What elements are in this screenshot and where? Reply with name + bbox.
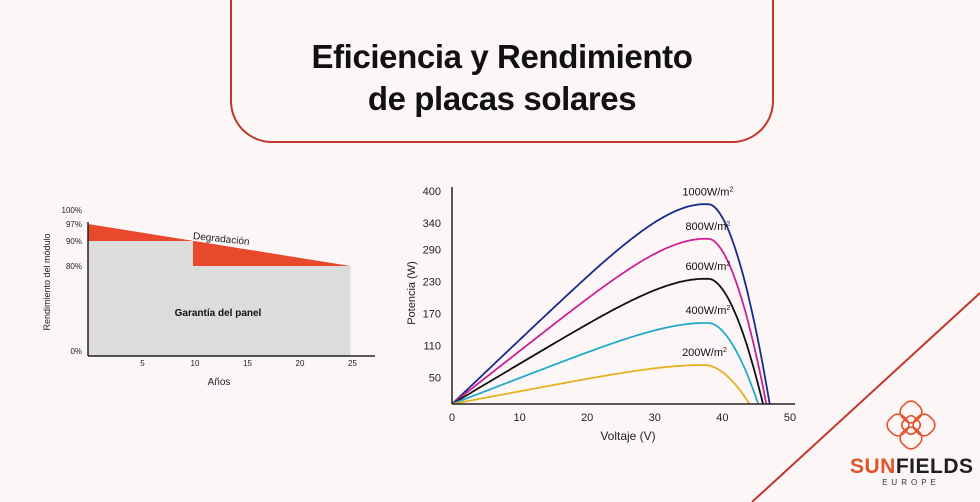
page-title-line-2: de placas solares xyxy=(367,80,637,117)
title-box: Eficiencia y Rendimiento de placas solar… xyxy=(230,0,774,143)
degradation-y-tick: 0% xyxy=(70,347,82,356)
degradation-y-tick: 80% xyxy=(66,262,82,271)
degradation-x-tick: 15 xyxy=(243,359,252,368)
pv-series-label: 600W/m2 xyxy=(685,261,730,273)
pv-y-tick: 400 xyxy=(423,186,441,198)
pv-y-tick: 50 xyxy=(429,372,441,384)
pv-curves xyxy=(451,203,771,405)
degradation-x-tick: 25 xyxy=(348,359,357,368)
degradation-area xyxy=(88,224,351,266)
pv-curve xyxy=(451,277,764,405)
pv-y-tick: 230 xyxy=(423,277,441,289)
pv-series-label: 200W/m2 xyxy=(682,347,727,359)
pv-x-axis-label: Voltaje (V) xyxy=(600,429,655,443)
pv-series-labels: 1000W/m2 800W/m2 600W/m2 400W/m2 200W/m2 xyxy=(682,186,733,359)
degradation-x-ticks: 5 10 15 20 25 xyxy=(140,359,357,368)
pv-y-tick: 290 xyxy=(423,245,441,257)
degradation-y-ticks: 100% 97% 90% 80% 0% xyxy=(62,206,82,356)
pv-chart: 50 110 170 230 290 340 400 0 10 20 30 40 50 1000W/m… xyxy=(406,186,796,443)
degradation-y-tick: 97% xyxy=(66,220,82,229)
decorative-diagonal xyxy=(751,292,980,502)
pv-y-axis-label: Potencia (W) xyxy=(406,261,418,325)
pv-curve xyxy=(451,364,751,405)
pv-y-tick: 110 xyxy=(423,340,441,352)
pv-x-tick: 20 xyxy=(581,412,593,424)
brand-subtitle: EUROPE xyxy=(882,478,940,487)
pv-series-label: 1000W/m2 xyxy=(682,186,733,198)
warranty-label: Garantía del panel xyxy=(175,308,262,319)
brand-name-fields: FIELDS xyxy=(895,455,974,478)
pv-series-label: 400W/m2 xyxy=(685,305,730,317)
pv-x-tick: 50 xyxy=(784,412,796,424)
pv-x-tick: 0 xyxy=(449,412,455,424)
warranty-area xyxy=(88,241,351,356)
degradation-x-tick: 20 xyxy=(296,359,305,368)
degradation-y-tick: 100% xyxy=(62,206,82,215)
degradation-y-tick: 90% xyxy=(66,237,82,246)
degradation-chart: 100%97%90%80%0% 5 10 15 20 25 Degradación Ga… xyxy=(42,206,375,388)
pv-y-tick: 170 xyxy=(423,308,441,320)
degradation-x-tick: 5 xyxy=(140,359,145,368)
degradation-y-axis-label: Rendimiento del módulo xyxy=(42,233,52,330)
pv-x-tick: 30 xyxy=(649,412,661,424)
pv-y-ticks: 50 110 170 230 290 340 400 xyxy=(423,186,441,384)
pv-x-tick: 40 xyxy=(716,412,728,424)
pv-curve xyxy=(451,322,760,405)
pv-x-tick: 10 xyxy=(513,412,525,424)
pv-curve xyxy=(451,237,768,405)
page-title-line-1: Eficiencia y Rendimiento xyxy=(311,38,693,75)
pv-x-ticks: 0 10 20 30 40 50 xyxy=(449,412,796,424)
pv-y-tick: 340 xyxy=(423,218,441,230)
brand-name-sun: SUN xyxy=(850,455,896,478)
brand-logo: SUNFIELDS EUROPE xyxy=(850,455,974,487)
degradation-x-axis-label: Años xyxy=(208,377,231,388)
brand-name: SUNFIELDS xyxy=(850,455,974,479)
pv-curve xyxy=(451,203,771,405)
degradation-x-tick: 10 xyxy=(191,359,200,368)
flower-knot-icon xyxy=(886,400,936,450)
pv-series-label: 800W/m2 xyxy=(685,221,730,233)
